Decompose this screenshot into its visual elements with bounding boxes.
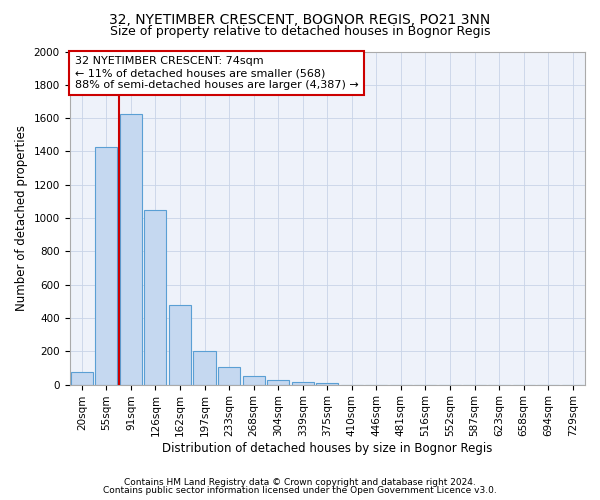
Text: Contains public sector information licensed under the Open Government Licence v3: Contains public sector information licen… bbox=[103, 486, 497, 495]
Text: 32 NYETIMBER CRESCENT: 74sqm
← 11% of detached houses are smaller (568)
88% of s: 32 NYETIMBER CRESCENT: 74sqm ← 11% of de… bbox=[74, 56, 358, 90]
Bar bbox=[267, 380, 289, 384]
Bar bbox=[71, 372, 93, 384]
Y-axis label: Number of detached properties: Number of detached properties bbox=[15, 125, 28, 311]
Bar bbox=[193, 352, 215, 384]
Bar bbox=[169, 306, 191, 384]
Text: Contains HM Land Registry data © Crown copyright and database right 2024.: Contains HM Land Registry data © Crown c… bbox=[124, 478, 476, 487]
Text: 32, NYETIMBER CRESCENT, BOGNOR REGIS, PO21 3NN: 32, NYETIMBER CRESCENT, BOGNOR REGIS, PO… bbox=[109, 12, 491, 26]
Bar bbox=[95, 148, 118, 384]
X-axis label: Distribution of detached houses by size in Bognor Regis: Distribution of detached houses by size … bbox=[162, 442, 493, 455]
Bar bbox=[120, 114, 142, 384]
Bar bbox=[292, 382, 314, 384]
Bar bbox=[242, 376, 265, 384]
Bar bbox=[316, 383, 338, 384]
Bar bbox=[145, 210, 166, 384]
Text: Size of property relative to detached houses in Bognor Regis: Size of property relative to detached ho… bbox=[110, 25, 490, 38]
Bar bbox=[218, 367, 240, 384]
